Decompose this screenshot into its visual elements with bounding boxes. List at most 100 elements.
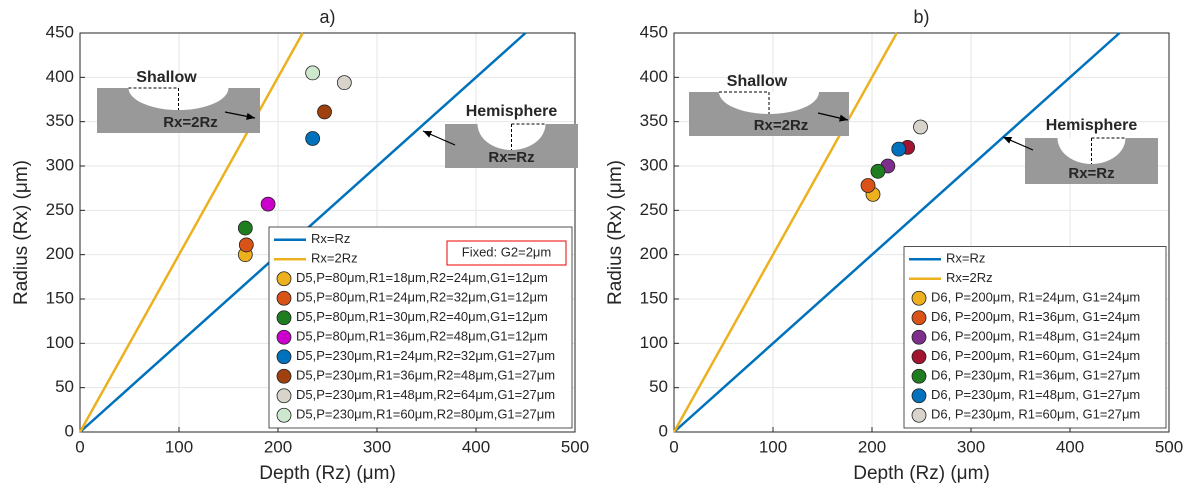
note: Fixed: G2=2μm — [462, 244, 552, 259]
legend-label: D5,P=80μm,R1=24μm,R2=32μm,G1=12μm — [296, 290, 548, 305]
point — [860, 178, 876, 193]
y-tick-label: 300 — [46, 155, 74, 174]
legend-swatch — [276, 310, 292, 326]
axes-box — [79, 32, 576, 433]
legend-label: D6, P=230μm, R1=36μm, G1=27μm — [931, 368, 1140, 383]
x-tick-label: 500 — [561, 437, 589, 456]
x-tick-label: 0 — [669, 437, 678, 456]
y-tick-label: 250 — [46, 200, 74, 219]
x-tick-label: 200 — [264, 437, 292, 456]
annotation: Rx=Rz — [488, 149, 534, 166]
x-tick-label: 400 — [462, 437, 490, 456]
y-tick-label: 250 — [640, 200, 668, 219]
chart-title: b) — [913, 7, 929, 27]
point — [237, 220, 253, 236]
line — [672, 32, 898, 433]
annotation: Hemisphere — [1046, 117, 1138, 134]
arrow — [422, 130, 456, 146]
arrow — [224, 111, 256, 120]
legend-label: D5,P=230μm,R1=48μm,R2=64μm,G1=27μm — [296, 387, 555, 402]
x-tick-label: 500 — [1155, 437, 1183, 456]
x-tick-label: 200 — [858, 437, 886, 456]
legend-swatch — [276, 407, 292, 423]
y-tick-label: 400 — [640, 67, 668, 86]
legend-swatch — [276, 349, 292, 365]
point — [913, 119, 928, 135]
y-tick-label: 200 — [46, 244, 74, 263]
x-tick-label: 0 — [75, 437, 84, 456]
chart-title: a) — [319, 7, 335, 27]
y-tick-label: 50 — [649, 377, 668, 396]
legend-label: D6, P=200μm, R1=48μm, G1=24μm — [931, 329, 1140, 344]
annotation: Hemisphere — [466, 103, 558, 120]
legend-swatch — [276, 329, 292, 345]
x-tick-label: 100 — [759, 437, 787, 456]
y-tick-label: 100 — [640, 333, 668, 352]
y-tick-label: 0 — [65, 421, 74, 440]
legend-label: Rx=2Rz — [311, 251, 358, 266]
legend-label: Rx=Rz — [311, 231, 350, 246]
legend-swatch — [276, 388, 292, 404]
legend-label: D5,P=80μm,R1=18μm,R2=24μm,G1=12μm — [296, 270, 548, 285]
legend-label: Rx=Rz — [946, 251, 985, 266]
annotation: Rx=Rz — [1068, 165, 1114, 182]
x-tick-label: 400 — [1056, 437, 1084, 456]
point — [305, 131, 321, 146]
legend-swatch — [911, 388, 927, 404]
y-tick-label: 350 — [640, 111, 668, 130]
x-tick-label: 300 — [363, 437, 391, 456]
y-axis-label: Radius (Rx) (μm) — [605, 160, 626, 305]
legend-label: D5,P=80μm,R1=36μm,R2=48μm,G1=12μm — [296, 329, 548, 344]
y-tick-label: 0 — [659, 421, 668, 440]
legend-swatch — [911, 407, 927, 423]
arrow — [817, 112, 849, 122]
line — [673, 32, 1121, 433]
y-tick-label: 50 — [55, 377, 74, 396]
y-tick-label: 450 — [46, 22, 74, 41]
y-tick-label: 300 — [640, 155, 668, 174]
legend-swatch — [276, 271, 292, 287]
legend-label: D6, P=230μm, R1=60μm, G1=27μm — [931, 407, 1140, 422]
axes-box — [673, 32, 1170, 433]
y-tick-label: 100 — [46, 333, 74, 352]
legend-swatch — [276, 368, 292, 384]
arrow — [1002, 136, 1034, 151]
x-axis-label: Depth (Rz) (μm) — [259, 463, 396, 484]
legend-label: D6, P=200μm, R1=24μm, G1=24μm — [931, 290, 1140, 305]
legend-label: D6, P=200μm, R1=60μm, G1=24μm — [931, 348, 1140, 363]
annotation: Rx=2Rz — [163, 114, 218, 131]
legend-swatch — [276, 290, 292, 306]
legend-box — [903, 246, 1167, 429]
y-tick-label: 400 — [46, 67, 74, 86]
y-tick-label: 200 — [640, 244, 668, 263]
point — [317, 104, 332, 120]
x-tick-label: 300 — [957, 437, 985, 456]
y-tick-label: 150 — [640, 288, 668, 307]
y-axis-label: Radius (Rx) (μm) — [11, 160, 32, 305]
legend-swatch — [911, 349, 927, 365]
legend-swatch — [911, 310, 927, 326]
legend-label: Rx=2Rz — [946, 270, 993, 285]
x-tick-label: 100 — [165, 437, 193, 456]
y-tick-label: 450 — [640, 22, 668, 41]
legend-label: D5,P=230μm,R1=60μm,R2=80μm,G1=27μm — [296, 407, 555, 422]
y-tick-label: 350 — [46, 111, 74, 130]
legend-swatch — [911, 368, 927, 384]
point — [238, 237, 254, 253]
legend-swatch — [911, 290, 927, 306]
line — [78, 32, 304, 433]
point — [305, 65, 321, 81]
annotation: Shallow — [727, 73, 788, 90]
annotation: Rx=2Rz — [754, 117, 809, 134]
annotation: Shallow — [136, 69, 197, 86]
point — [260, 196, 276, 212]
point — [870, 163, 886, 179]
point — [891, 141, 907, 157]
legend-label: D5,P=230μm,R1=24μm,R2=32μm,G1=27μm — [296, 348, 555, 363]
y-tick-label: 150 — [46, 288, 74, 307]
point — [336, 75, 352, 91]
note-box — [446, 240, 567, 266]
legend-label: D6, P=200μm, R1=36μm, G1=24μm — [931, 309, 1140, 324]
legend-label: D5,P=80μm,R1=30μm,R2=40μm,G1=12μm — [296, 309, 548, 324]
